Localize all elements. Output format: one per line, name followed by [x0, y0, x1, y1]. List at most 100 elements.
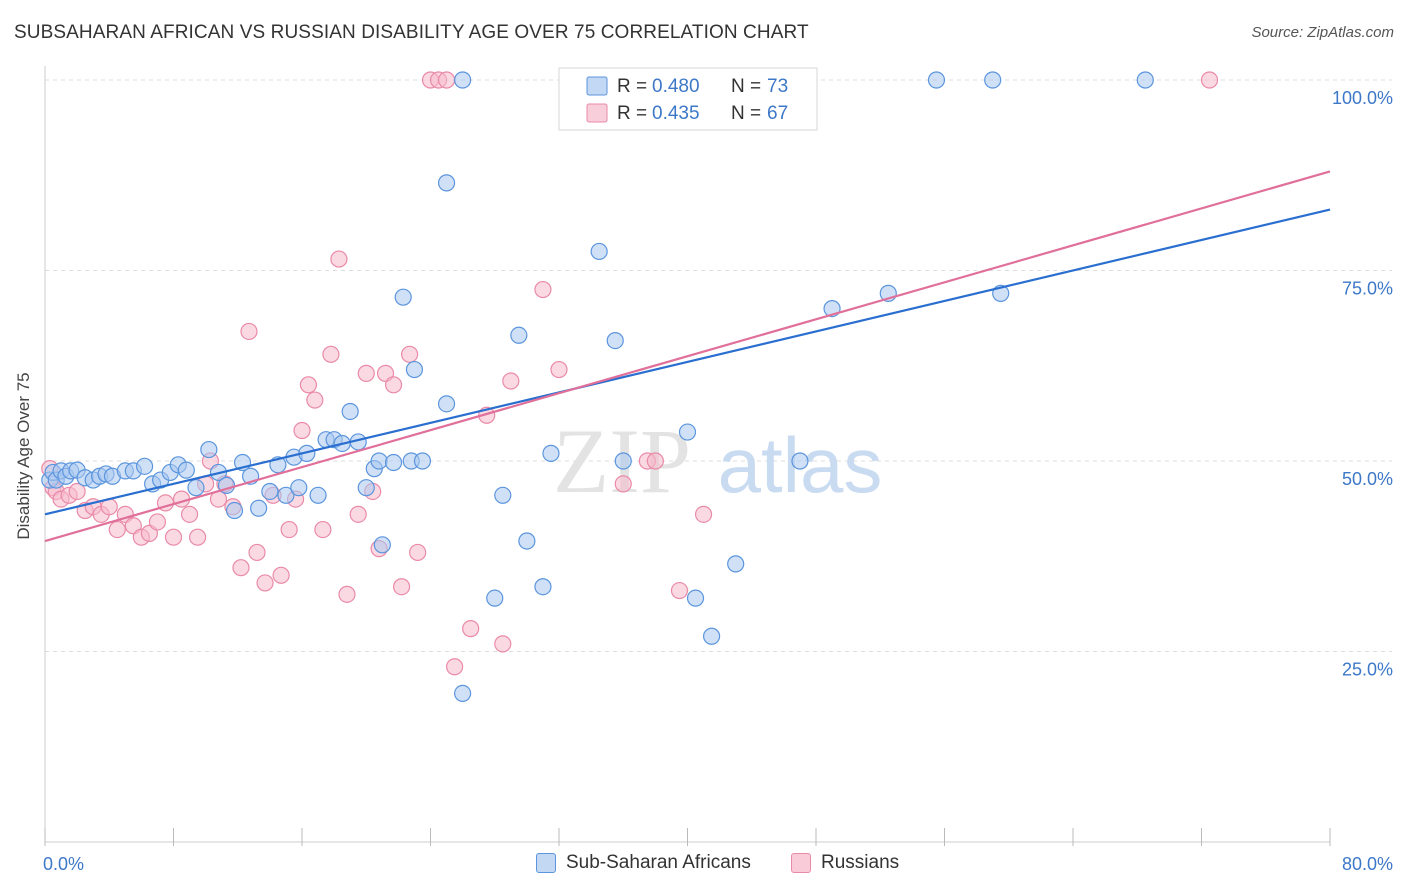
- data-point: [670, 581, 689, 600]
- data-point: [927, 71, 946, 89]
- data-point: [510, 326, 528, 344]
- data-point: [694, 505, 713, 523]
- data-point: [1200, 71, 1219, 89]
- data-point: [225, 501, 244, 520]
- watermark: ZIP atlas: [553, 410, 882, 512]
- data-point: [299, 376, 318, 394]
- data-point: [341, 402, 359, 421]
- data-point: [293, 421, 311, 440]
- legend-item-subsaharan[interactable]: Sub-Saharan Africans: [536, 852, 751, 874]
- data-point: [486, 589, 504, 607]
- legend-n-label-pink: N =: [731, 103, 761, 124]
- data-point: [357, 479, 375, 497]
- data-point: [256, 574, 274, 592]
- chart-title: SUBSAHARAN AFRICAN VS RUSSIAN DISABILITY…: [14, 22, 809, 43]
- data-point: [200, 440, 218, 459]
- data-point: [413, 452, 432, 470]
- data-point: [135, 457, 154, 475]
- data-point: [1136, 71, 1154, 89]
- data-point: [702, 627, 721, 645]
- series-legend: Sub-Saharan Africans Russians: [0, 852, 1406, 878]
- data-point: [437, 71, 456, 89]
- data-point: [349, 505, 367, 523]
- data-point: [437, 395, 456, 413]
- data-point: [462, 620, 480, 638]
- data-point: [373, 536, 391, 554]
- data-point: [445, 658, 464, 676]
- data-point: [614, 475, 632, 493]
- x-tick-label: 0.0%: [43, 854, 84, 874]
- chart-source: Source: ZipAtlas.com: [1251, 24, 1394, 41]
- y-tick-label: 75.0%: [1342, 279, 1393, 299]
- data-point: [164, 528, 183, 546]
- data-point: [606, 332, 624, 350]
- data-point: [261, 482, 279, 501]
- data-point: [392, 578, 411, 596]
- data-point: [542, 444, 560, 462]
- data-point: [108, 520, 126, 539]
- data-point: [590, 242, 608, 261]
- data-point: [322, 345, 340, 363]
- data-point: [401, 345, 419, 363]
- data-point: [180, 505, 199, 523]
- data-point: [437, 174, 456, 192]
- y-tick-label: 50.0%: [1342, 469, 1393, 489]
- data-point: [534, 578, 552, 596]
- data-point: [534, 280, 552, 299]
- data-point: [250, 499, 268, 517]
- legend-swatch-pink: [586, 103, 608, 123]
- data-point: [272, 566, 290, 584]
- legend-r-label-pink: R =: [617, 103, 647, 124]
- legend-label-subsaharan: Sub-Saharan Africans: [566, 852, 751, 873]
- data-point: [550, 360, 568, 379]
- x-tick-label: 80.0%: [1342, 854, 1393, 874]
- data-point: [384, 376, 403, 394]
- legend-swatch-subsaharan: [536, 853, 556, 873]
- data-point: [68, 482, 86, 501]
- data-point: [454, 684, 472, 703]
- data-point: [614, 452, 632, 470]
- legend-n-value-pink: 67: [767, 103, 788, 124]
- subsaharan-points: [41, 71, 1154, 703]
- data-point: [646, 452, 664, 470]
- data-point: [678, 423, 697, 441]
- data-point: [409, 543, 427, 562]
- legend-label-russians: Russians: [821, 852, 900, 873]
- legend-r-value-pink: 0.435: [652, 103, 700, 124]
- legend-n-label-blue: N =: [731, 76, 761, 97]
- data-point: [370, 452, 388, 470]
- data-point: [306, 391, 324, 409]
- data-point: [330, 250, 348, 268]
- data-point: [290, 479, 308, 497]
- data-point: [280, 520, 298, 539]
- data-point: [232, 559, 250, 577]
- data-point: [518, 532, 536, 550]
- y-tick-label: 100.0%: [1332, 88, 1393, 108]
- legend-swatch-russians: [791, 853, 811, 873]
- trend-line: [44, 170, 1331, 543]
- stats-legend: R = 0.480 N = 73 R = 0.435 N = 67: [558, 67, 818, 131]
- axes: [44, 66, 1331, 846]
- data-point: [188, 528, 207, 546]
- data-point: [357, 364, 375, 382]
- data-point: [240, 322, 258, 341]
- legend-r-value-blue: 0.480: [652, 76, 700, 97]
- legend-n-value-blue: 73: [767, 76, 788, 97]
- data-point: [502, 372, 520, 390]
- tick-labels: 25.0% 50.0% 75.0% 100.0% 0.0% 80.0%: [43, 88, 1393, 874]
- data-point: [727, 555, 745, 573]
- legend-r-label-blue: R =: [617, 76, 647, 97]
- data-point: [384, 453, 403, 472]
- data-point: [494, 486, 512, 504]
- data-point: [494, 635, 512, 653]
- data-point: [338, 585, 356, 603]
- legend-swatch-blue: [586, 76, 608, 96]
- data-point: [686, 589, 705, 607]
- data-point: [277, 486, 295, 504]
- russians-points: [41, 71, 1219, 676]
- trend-lines: [44, 170, 1331, 543]
- legend-item-russians[interactable]: Russians: [791, 852, 899, 874]
- data-point: [248, 543, 266, 562]
- y-tick-label: 25.0%: [1342, 660, 1393, 680]
- data-point: [177, 461, 195, 479]
